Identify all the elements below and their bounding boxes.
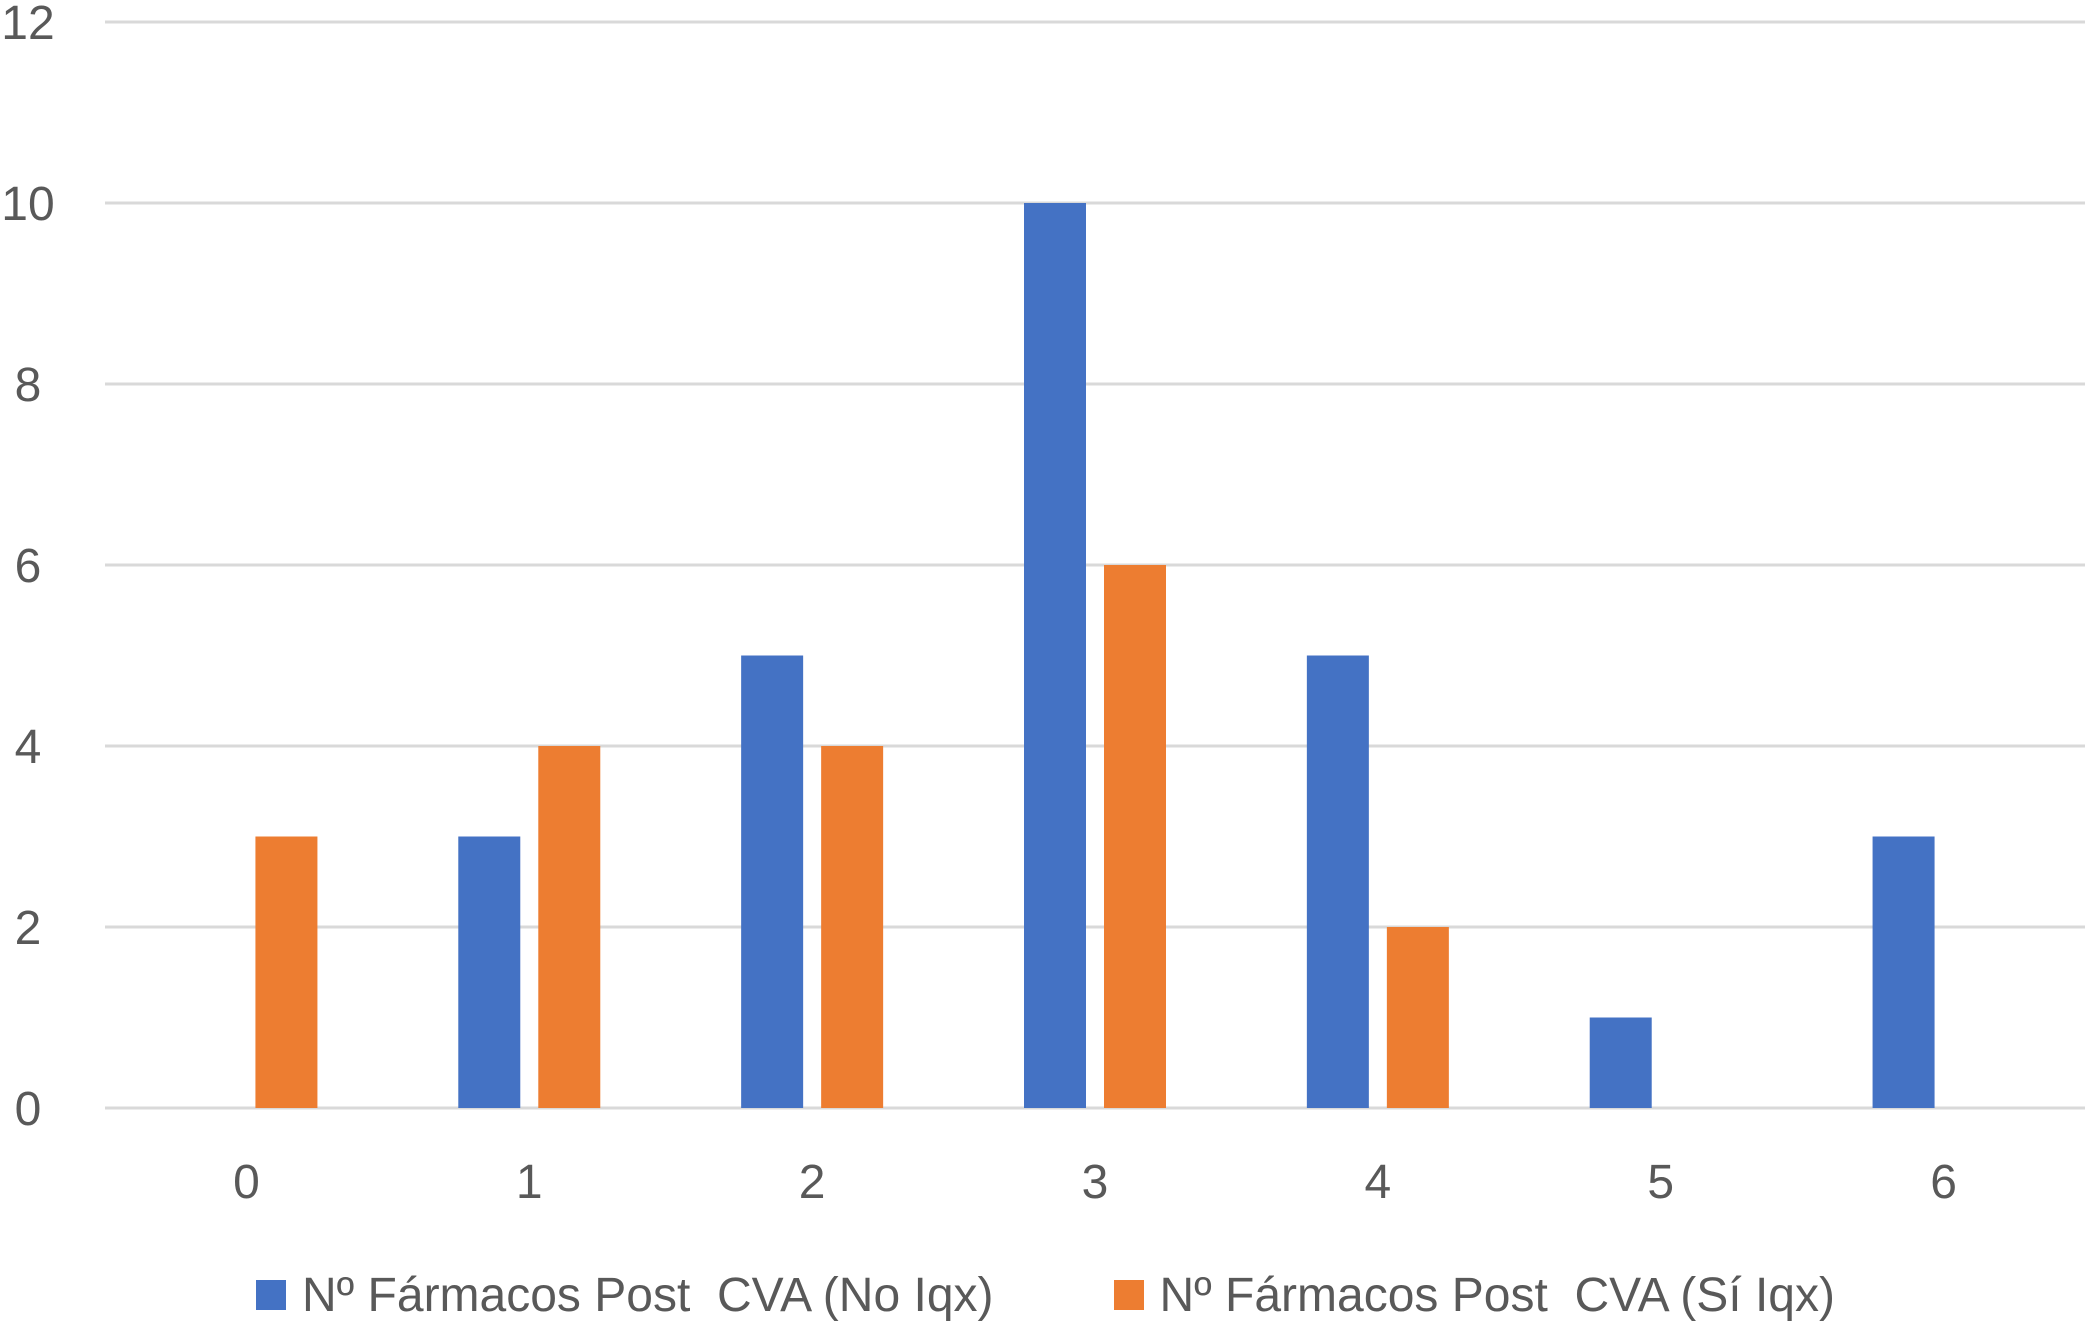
bar-series0-cat2[interactable] xyxy=(741,655,804,1109)
y-tick-label: 12 xyxy=(1,0,54,50)
legend-item-no-iqx[interactable]: Nº Fármacos Post CVA (No Iqx) xyxy=(256,1268,994,1323)
y-axis-tick-labels: 0 2 4 6 8 10 12 xyxy=(1,0,54,1136)
legend-label-si-iqx: Nº Fármacos Post CVA (Sí Iqx) xyxy=(1159,1268,1835,1322)
x-tick-label: 4 xyxy=(1365,1156,1392,1209)
x-tick-label: 2 xyxy=(799,1156,826,1209)
bar-series0-cat5[interactable] xyxy=(1589,1017,1652,1109)
gridlines xyxy=(105,20,2085,1110)
legend-swatch-no-iqx xyxy=(256,1280,287,1310)
y-tick-label: 4 xyxy=(15,721,42,774)
bar-series1-cat2[interactable] xyxy=(821,746,884,1108)
x-axis-tick-labels: 0 1 2 3 4 5 6 xyxy=(233,1156,1957,1209)
y-tick-label: 6 xyxy=(15,540,42,593)
y-tick-label: 8 xyxy=(15,359,42,412)
x-tick-label: 6 xyxy=(1930,1156,1957,1209)
bar-series0-cat6[interactable] xyxy=(1872,836,1935,1109)
bar-series1-cat3[interactable] xyxy=(1104,565,1166,1108)
x-tick-label: 1 xyxy=(516,1156,543,1209)
y-tick-label: 0 xyxy=(15,1083,42,1136)
bar-series1-cat4[interactable] xyxy=(1386,927,1449,1108)
bar-series0-cat1[interactable] xyxy=(458,836,521,1109)
legend-item-si-iqx[interactable]: Nº Fármacos Post CVA (Sí Iqx) xyxy=(1113,1268,1835,1323)
y-tick-label: 2 xyxy=(15,902,42,955)
legend: Nº Fármacos Post CVA (No Iqx) Nº Fármaco… xyxy=(0,1265,2091,1325)
bar-series0-cat4[interactable] xyxy=(1306,655,1369,1109)
bar-series0-cat3[interactable] xyxy=(1024,203,1086,1108)
bar-series1-cat1[interactable] xyxy=(538,746,601,1108)
y-tick-label: 10 xyxy=(1,178,54,231)
bars xyxy=(255,203,1935,1109)
x-tick-label: 5 xyxy=(1647,1156,1674,1209)
x-tick-label: 3 xyxy=(1082,1156,1109,1209)
legend-label-no-iqx: Nº Fármacos Post CVA (No Iqx) xyxy=(302,1268,994,1322)
legend-swatch-si-iqx xyxy=(1113,1280,1144,1310)
bar-series1-cat0[interactable] xyxy=(255,836,318,1109)
x-tick-label: 0 xyxy=(233,1156,260,1209)
